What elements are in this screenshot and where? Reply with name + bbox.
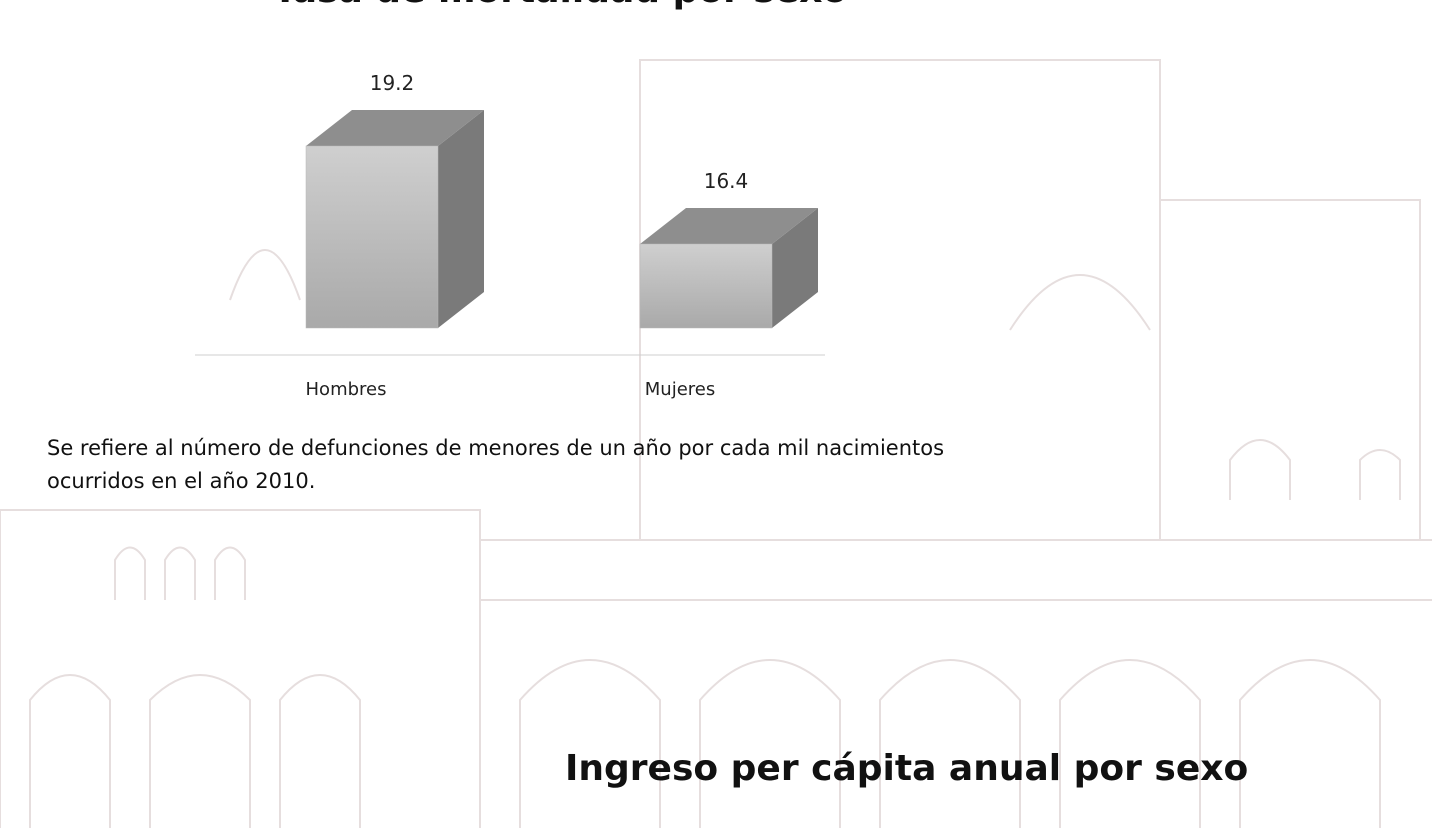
x-tick-label: Mujeres [645, 379, 715, 400]
bar [305, 145, 439, 329]
chart-title: Tasa de mortalidad por sexo [273, 0, 847, 11]
x-tick-label: Hombres [306, 379, 387, 400]
bar-side [772, 208, 818, 328]
bar-top [640, 208, 818, 244]
note: Se refiere al número de defunciones de m… [47, 436, 945, 493]
bar-top [306, 110, 484, 146]
bar-side [438, 110, 484, 328]
bar [639, 243, 773, 329]
value-label: 19.2 [370, 71, 415, 95]
value-label: 16.4 [704, 169, 749, 193]
next-title: Ingreso per cápita anual por sexo [565, 748, 1249, 789]
